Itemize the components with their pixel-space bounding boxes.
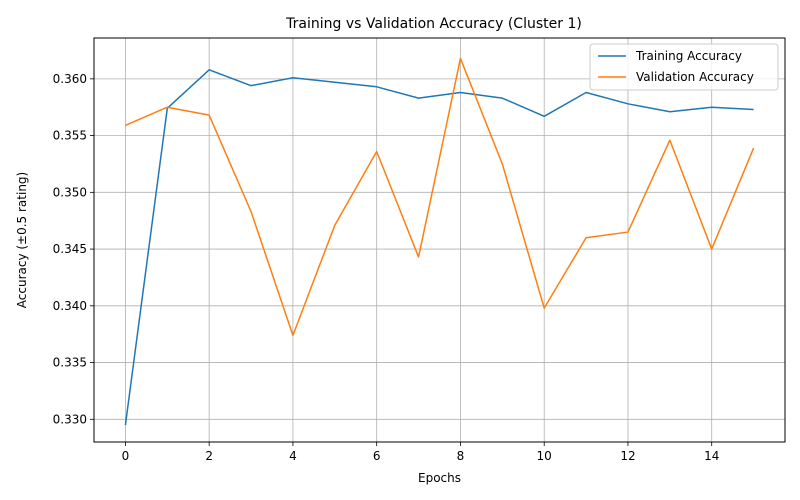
y-tick-label: 0.350 xyxy=(53,185,87,199)
plot-frame xyxy=(93,37,786,443)
grid xyxy=(94,38,785,442)
x-tick-label: 12 xyxy=(620,449,635,463)
y-tick-label: 0.330 xyxy=(53,412,87,426)
legend-box xyxy=(589,43,779,91)
x-tick-label: 4 xyxy=(289,449,297,463)
x-tick-label: 6 xyxy=(373,449,381,463)
y-axis-label: Accuracy (±0.5 rating) xyxy=(15,172,29,308)
axis-ticks: 0 2 4 6 8 10 12 14 0.330 0.335 0.340 0.345 0.350 0.35… xyxy=(53,72,720,463)
series-line-training xyxy=(124,69,754,426)
y-tick-label: 0.340 xyxy=(53,299,87,313)
y-tick-label: 0.360 xyxy=(53,72,87,86)
x-tick-label: 10 xyxy=(537,449,552,463)
series-lines xyxy=(124,57,755,426)
y-tick-label: 0.355 xyxy=(53,129,87,143)
x-tick-label: 2 xyxy=(205,449,213,463)
x-tick-label: 0 xyxy=(122,449,130,463)
y-tick-label: 0.335 xyxy=(53,356,87,370)
x-tick-label: 14 xyxy=(704,449,719,463)
y-tick-label: 0.345 xyxy=(53,242,87,256)
legend-label-validation: Validation Accuracy xyxy=(636,70,754,84)
x-axis-label: Epochs xyxy=(418,471,461,485)
series-line-validation xyxy=(125,57,755,337)
legend-label-training: Training Accuracy xyxy=(635,49,742,63)
chart-title: Training vs Validation Accuracy (Cluster… xyxy=(285,16,582,32)
x-tick-label: 8 xyxy=(457,449,465,463)
legend: Training Accuracy Validation Accuracy xyxy=(589,43,779,91)
